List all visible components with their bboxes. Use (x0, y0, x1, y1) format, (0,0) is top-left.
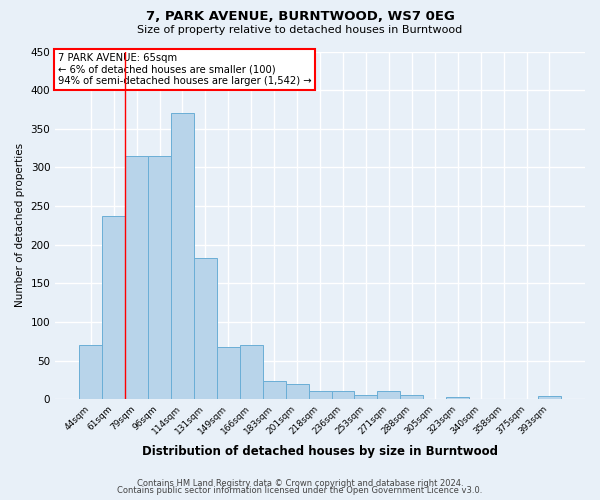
Bar (148, 156, 171, 399)
Bar (125, 156, 148, 399)
Bar (538, 396, 561, 399)
Bar (286, 384, 308, 399)
Bar (217, 346, 240, 399)
Text: Contains public sector information licensed under the Open Government Licence v3: Contains public sector information licen… (118, 486, 482, 495)
Bar (446, 397, 469, 399)
Y-axis label: Number of detached properties: Number of detached properties (15, 144, 25, 308)
Bar (377, 390, 400, 399)
X-axis label: Distribution of detached houses by size in Burntwood: Distribution of detached houses by size … (142, 444, 498, 458)
Bar (263, 382, 286, 399)
Bar (332, 392, 355, 399)
Bar (171, 114, 194, 399)
Bar (400, 396, 423, 399)
Text: Size of property relative to detached houses in Burntwood: Size of property relative to detached ho… (137, 25, 463, 35)
Text: 7, PARK AVENUE, BURNTWOOD, WS7 0EG: 7, PARK AVENUE, BURNTWOOD, WS7 0EG (146, 10, 454, 23)
Bar (102, 216, 125, 399)
Bar (79, 345, 102, 399)
Text: 7 PARK AVENUE: 65sqm
← 6% of detached houses are smaller (100)
94% of semi-detac: 7 PARK AVENUE: 65sqm ← 6% of detached ho… (58, 53, 311, 86)
Bar (355, 394, 377, 399)
Bar (308, 390, 332, 399)
Text: Contains HM Land Registry data © Crown copyright and database right 2024.: Contains HM Land Registry data © Crown c… (137, 478, 463, 488)
Bar (194, 258, 217, 399)
Bar (240, 345, 263, 399)
